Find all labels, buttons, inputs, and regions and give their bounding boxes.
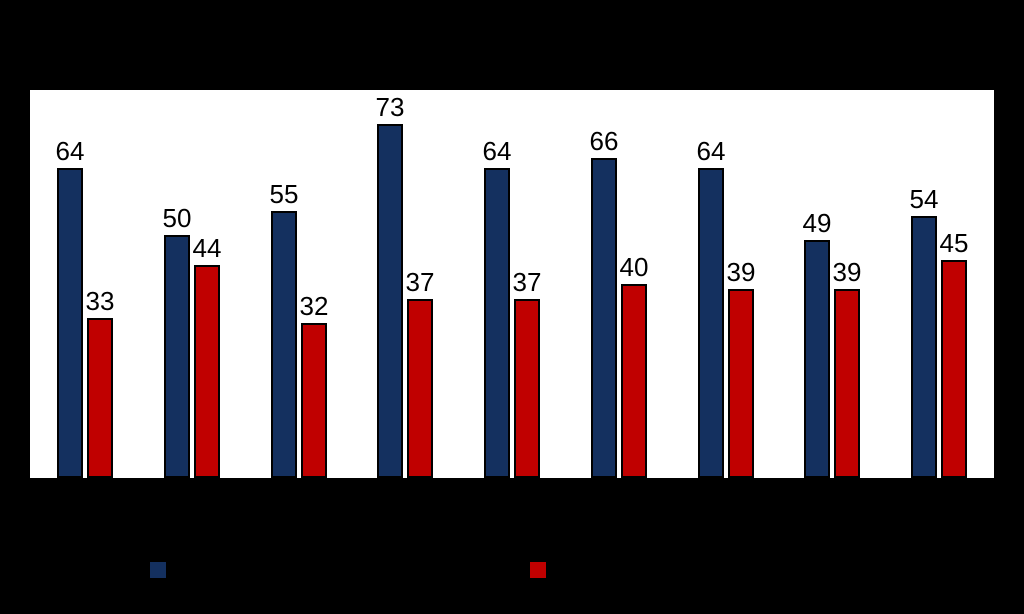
- bar-value-label: 39: [832, 257, 862, 287]
- bar-series-1-group-6: [591, 158, 617, 478]
- bar-value-label: 64: [696, 136, 726, 166]
- bar-value-label: 66: [589, 126, 619, 156]
- bar-value-label: 64: [55, 136, 85, 166]
- bar-series-1-group-2: [164, 235, 190, 478]
- bar-series-1-group-4: [377, 124, 403, 478]
- bar-value-label: 39: [726, 257, 756, 287]
- bar-series-2-group-2: [194, 265, 220, 478]
- bar-series-2-group-9: [941, 260, 967, 478]
- plot-area: 64 33 50 44 55 32 73 37 64 37 66 40 64 39 49 39 54 45: [30, 90, 994, 478]
- bar-series-1-group-3: [271, 211, 297, 478]
- bar-series-2-group-8: [834, 289, 860, 478]
- bar-value-label: 32: [299, 291, 329, 321]
- bar-value-label: 54: [909, 184, 939, 214]
- bar-series-1-group-5: [484, 168, 510, 478]
- bar-value-label: 37: [405, 267, 435, 297]
- bar-series-2-group-4: [407, 299, 433, 478]
- bar-series-2-group-3: [301, 323, 327, 478]
- legend-swatch-series-1: [150, 562, 166, 578]
- bar-value-label: 45: [939, 228, 969, 258]
- bar-value-label: 50: [162, 203, 192, 233]
- bar-value-label: 55: [269, 179, 299, 209]
- bar-series-2-group-7: [728, 289, 754, 478]
- bar-series-2-group-1: [87, 318, 113, 478]
- bar-series-1-group-7: [698, 168, 724, 478]
- bar-series-2-group-5: [514, 299, 540, 478]
- bar-value-label: 49: [802, 208, 832, 238]
- bar-series-2-group-6: [621, 284, 647, 478]
- bar-series-1-group-1: [57, 168, 83, 478]
- legend-swatch-series-2: [530, 562, 546, 578]
- bar-series-1-group-9: [911, 216, 937, 478]
- bar-value-label: 40: [619, 252, 649, 282]
- bar-series-1-group-8: [804, 240, 830, 478]
- bar-value-label: 37: [512, 267, 542, 297]
- bar-value-label: 33: [85, 286, 115, 316]
- bar-value-label: 64: [482, 136, 512, 166]
- bar-value-label: 44: [192, 233, 222, 263]
- bar-value-label: 73: [375, 92, 405, 122]
